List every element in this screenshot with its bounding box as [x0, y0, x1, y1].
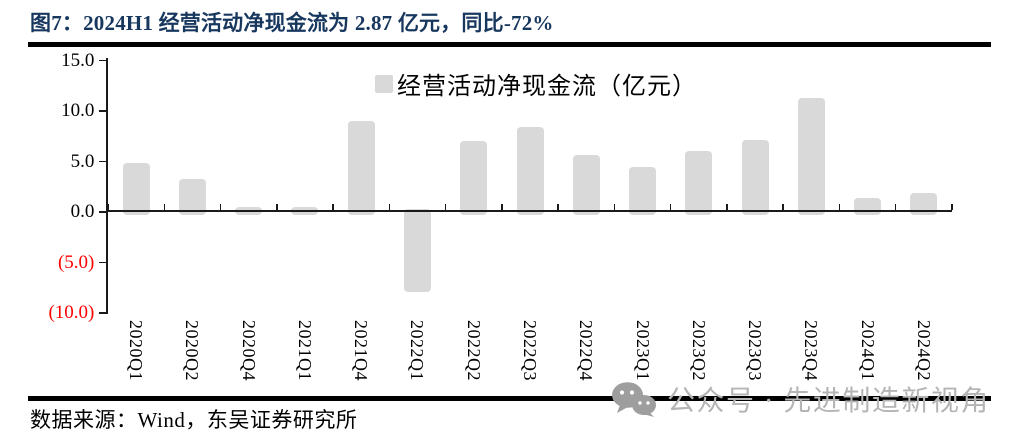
bar-2023Q1: [629, 166, 657, 215]
x-axis-tick: [726, 203, 728, 211]
y-tick-label: 5.0: [70, 150, 95, 172]
y-tick-0: [99, 211, 107, 213]
bar-2022Q4: [572, 155, 600, 215]
x-axis-tick: [501, 203, 503, 211]
x-category-label: 2023Q1: [632, 320, 653, 381]
watermark: 公众号 · 先进制造新视角: [610, 379, 990, 419]
x-category-label: 2022Q3: [520, 320, 540, 381]
y-tick-label: 15.0: [61, 49, 95, 71]
x-axis-tick: [782, 203, 784, 211]
x-axis-tick: [951, 203, 953, 211]
bar-2023Q4: [797, 97, 825, 215]
bar-2024Q1: [854, 197, 882, 215]
x-axis-tick: [332, 203, 334, 211]
bar-2021Q4: [347, 121, 375, 215]
x-axis-tick: [894, 203, 897, 211]
x-category-label: 2024Q2: [913, 320, 934, 381]
x-category-label: 2020Q1: [126, 320, 147, 381]
x-axis-tick: [219, 203, 222, 211]
x-category-label: 2022Q1: [407, 320, 428, 381]
watermark-text: 公众号 · 先进制造新视角: [667, 386, 990, 417]
y-tick-15: [99, 59, 107, 62]
bar-2023Q2: [685, 151, 713, 215]
x-axis-tick: [276, 203, 278, 211]
legend-label: 经营活动净现金流（亿元）: [397, 74, 697, 100]
bar-2022Q1: [403, 209, 431, 292]
y-tick-10: [99, 110, 107, 112]
x-axis-tick: [838, 203, 841, 211]
bar-2022Q2: [460, 141, 488, 215]
y-tick-5: [99, 160, 107, 163]
bar-2020Q2: [178, 178, 206, 215]
x-axis-tick: [107, 203, 109, 211]
x-category-label: 2021Q4: [351, 320, 372, 381]
y-tick--5: [99, 261, 107, 264]
x-category-label: 2023Q4: [801, 320, 822, 381]
y-tick-label: 0.0: [70, 201, 95, 222]
x-axis-tick: [388, 203, 391, 211]
y-tick--10: [99, 312, 107, 314]
bar-2022Q3: [516, 127, 544, 215]
data-source: 数据来源：Wind，东吴证券研究所: [30, 408, 358, 432]
figure-title: 图7：2024H1 经营活动净现金流为 2.87 亿元，同比-72%: [30, 11, 554, 35]
x-category-label: 2022Q2: [463, 320, 484, 381]
legend-swatch: [375, 74, 393, 93]
y-tick-label: 10.0: [61, 100, 95, 121]
y-axis: [106, 58, 108, 314]
x-category-label: 2024Q1: [857, 320, 878, 381]
wechat-icon: [612, 382, 656, 417]
x-axis-tick: [613, 203, 616, 211]
x-axis-tick: [444, 203, 447, 211]
x-category-label: 2023Q2: [688, 320, 709, 381]
chart-legend: 经营活动净现金流（亿元）: [375, 66, 697, 101]
bar-2024Q2: [910, 192, 938, 215]
x-axis-tick: [669, 203, 672, 211]
y-tick-label: (10.0): [48, 302, 95, 323]
y-tick-label: (5.0): [57, 251, 95, 273]
bar-2020Q1: [122, 162, 150, 215]
title-divider: [28, 42, 991, 47]
x-category-label: 2022Q4: [576, 320, 597, 381]
x-axis-tick: [163, 203, 166, 211]
x-category-label: 2021Q1: [294, 320, 315, 381]
x-category-label: 2020Q4: [238, 320, 259, 381]
x-axis-zero-line: [106, 210, 952, 212]
x-axis-tick: [557, 203, 559, 211]
x-category-label: 2023Q3: [745, 320, 766, 381]
bar-2023Q3: [741, 140, 769, 215]
x-category-label: 2020Q2: [182, 320, 203, 381]
footer-divider: [28, 396, 991, 401]
